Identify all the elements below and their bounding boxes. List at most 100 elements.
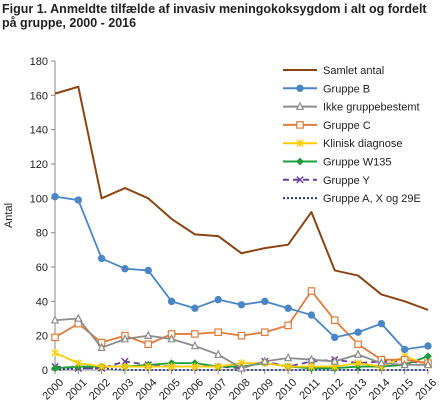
data-point: [354, 359, 362, 367]
data-point: [307, 354, 316, 363]
data-point: [214, 295, 222, 304]
x-tick-label: 2012: [320, 377, 346, 403]
x-tick-label: 2014: [367, 377, 393, 403]
series-line: [54, 195, 429, 351]
x-tick-label: 2009: [250, 377, 276, 403]
data-point: [121, 265, 129, 273]
data-point: [331, 333, 339, 342]
legend-label: Ikke gruppebestemt: [323, 102, 420, 114]
data-point: [214, 349, 223, 358]
legend-label: Gruppe Y: [323, 175, 371, 187]
legend-label: Gruppe C: [323, 120, 371, 132]
legend-item: Gruppe A, X og 29E: [283, 193, 421, 205]
y-tick-label: 20: [36, 331, 48, 343]
data-point: [307, 287, 316, 295]
legend-marker: [296, 139, 304, 147]
y-tick-label: 40: [36, 296, 48, 308]
data-point: [214, 362, 222, 371]
data-point: [190, 340, 200, 350]
legend-label: Gruppe A, X og 29E: [323, 193, 421, 205]
y-tick-label: 120: [30, 159, 48, 171]
data-point: [237, 331, 246, 340]
x-tick-label: 2005: [157, 377, 183, 403]
legend-item: Ikke gruppebestemt: [283, 101, 420, 114]
data-point: [74, 313, 83, 322]
data-point: [424, 342, 432, 350]
legend-item: Gruppe Y: [283, 175, 371, 187]
legend-label: Gruppe W135: [323, 157, 391, 169]
chart-legend: Samlet antal Gruppe B Ikke gruppebestemt Gr…: [283, 65, 421, 205]
series-line: [54, 358, 429, 370]
data-point: [423, 359, 433, 369]
chart-series: [50, 85, 433, 373]
y-tick-label: 0: [42, 365, 48, 377]
x-tick-label: 2001: [64, 377, 90, 403]
legend-marker: [296, 121, 304, 129]
y-tick-label: 160: [30, 90, 48, 102]
x-tick-label: 2011: [297, 377, 322, 402]
data-point: [144, 362, 152, 371]
y-tick-label: 180: [30, 56, 48, 68]
series-line: [54, 85, 429, 311]
legend-marker: [296, 176, 304, 184]
data-point: [191, 362, 199, 371]
data-point: [400, 345, 409, 354]
x-tick-label: 2008: [227, 377, 253, 403]
data-point: [283, 352, 293, 362]
data-point: [377, 358, 386, 367]
x-tick-label: 2007: [204, 377, 230, 403]
data-point: [51, 349, 59, 357]
data-point: [120, 334, 130, 343]
y-tick-label: 140: [30, 125, 48, 137]
data-point: [74, 196, 83, 204]
legend-marker: [295, 101, 305, 110]
x-tick-label: 2004: [134, 377, 160, 403]
data-point: [191, 330, 199, 338]
legend-item: Samlet antal: [283, 65, 384, 77]
data-point: [284, 362, 292, 371]
data-point: [51, 364, 59, 373]
legend-item: Gruppe B: [283, 83, 370, 95]
data-point: [377, 319, 386, 328]
series-ikke-gruppebestemt: [50, 313, 433, 372]
legend-marker: [296, 157, 304, 166]
data-point: [167, 362, 176, 371]
x-tick-label: 2006: [180, 377, 206, 403]
x-tick-label: 2002: [87, 377, 113, 403]
data-point: [144, 330, 153, 339]
data-point: [97, 254, 106, 263]
data-point: [74, 359, 82, 367]
data-point: [261, 297, 269, 306]
figure-title: Figur 1. Anmeldte tilfælde af invasiv me…: [2, 2, 427, 30]
data-point: [307, 311, 316, 319]
data-point: [97, 362, 106, 371]
series-samlet-antal: [54, 85, 429, 311]
data-point: [354, 340, 362, 349]
data-point: [260, 356, 269, 365]
data-point: [167, 334, 176, 343]
data-point: [237, 363, 246, 372]
data-point: [191, 304, 199, 312]
data-point: [237, 301, 246, 309]
x-tick-label: 2013: [343, 377, 369, 403]
legend-label: Samlet antal: [323, 65, 384, 77]
data-point: [261, 328, 269, 337]
x-tick-label: 2010: [274, 377, 300, 403]
data-point: [144, 266, 152, 275]
x-tick-label: 2003: [110, 377, 136, 403]
x-tick-label: 2016: [413, 377, 439, 403]
data-point: [51, 333, 59, 342]
legend-item: Gruppe C: [283, 120, 371, 132]
data-point: [284, 304, 292, 312]
y-tick-label: 60: [36, 262, 48, 274]
data-point: [354, 328, 362, 336]
data-point: [97, 342, 106, 351]
legend-label: Klinisk diagnose: [323, 138, 403, 150]
y-tick-label: 80: [36, 228, 48, 240]
series-gruppe-b: [51, 192, 432, 354]
legend-item: Gruppe W135: [283, 157, 391, 169]
y-axis-label: Antal: [3, 203, 15, 228]
data-point: [167, 297, 176, 306]
legend-label: Gruppe B: [323, 83, 370, 95]
data-point: [400, 359, 409, 369]
